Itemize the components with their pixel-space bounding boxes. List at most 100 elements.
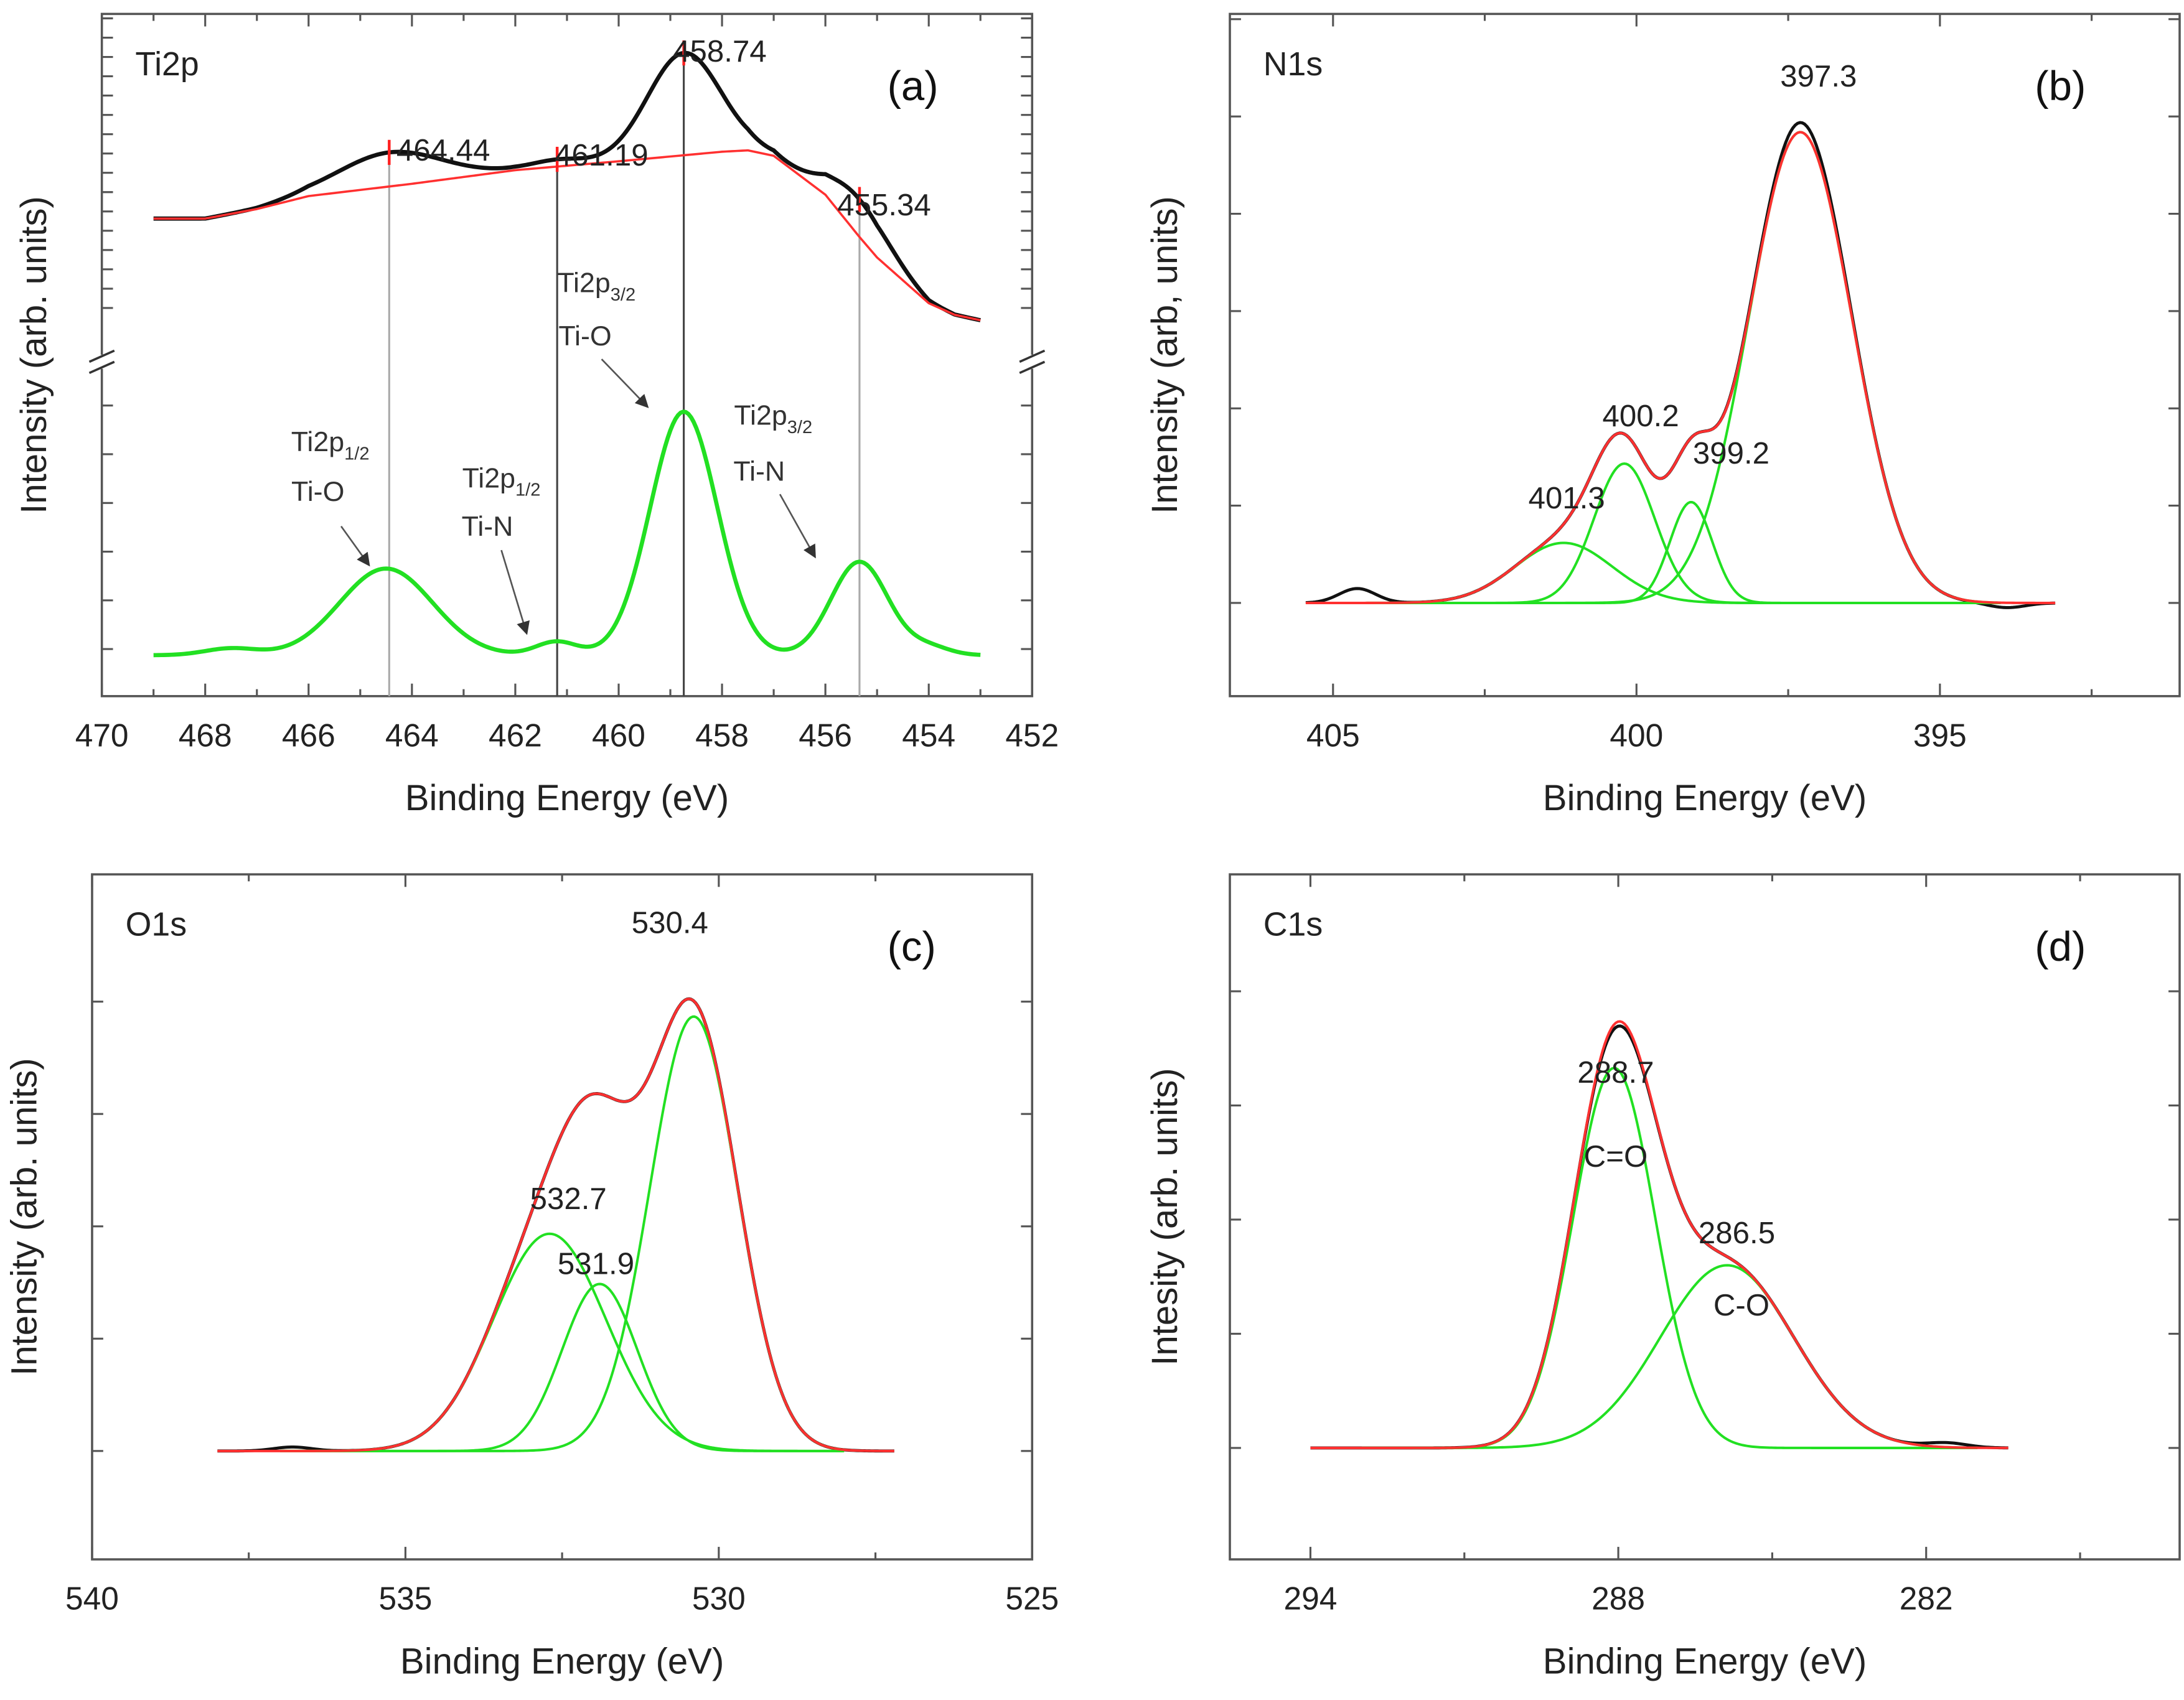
axis-break-mark — [88, 349, 115, 363]
panel-b: 405 400 395 Binding Energy (eV) Intensity (a… — [1145, 12, 2181, 818]
peak-annotation: 288.7 — [1577, 1055, 1654, 1090]
plot-frame — [91, 873, 1034, 1561]
annotation-text: 401.3 — [1529, 481, 1605, 515]
panel-title: N1s — [1263, 45, 1323, 83]
plot-frame — [1229, 12, 2181, 698]
x-tick-label: 400 — [1610, 717, 1663, 753]
component-peak-line — [1363, 462, 2001, 604]
panel-c: 540 535 530 525 Binding Energy (eV) Intensity… — [4, 873, 1059, 1681]
component-peak-line — [1363, 541, 2001, 604]
y-axis-label: Intensity (arb, units) — [1145, 196, 1185, 514]
annotation-text: 461.19 — [555, 138, 649, 172]
axis-break-mark — [1019, 349, 1046, 363]
fit-envelope-line — [1305, 131, 2056, 604]
y-axis-label: Intesity (arb. units) — [1145, 1068, 1185, 1365]
x-tick-label: 464 — [385, 717, 439, 753]
annotation-text: Ti2p — [734, 399, 787, 431]
panel-letter: (b) — [2035, 63, 2086, 110]
annotation-text: C=O — [1584, 1139, 1648, 1174]
component-peak-line — [280, 1015, 845, 1452]
peak-annotation: Ti-N — [733, 455, 785, 487]
annotation-subscript: 1/2 — [344, 444, 369, 464]
annotation-subscript: 3/2 — [611, 285, 635, 305]
raw-spectrum-line — [153, 50, 981, 322]
annotation-text: 399.2 — [1693, 436, 1769, 470]
background-line — [153, 149, 981, 322]
peak-annotation: Ti-O — [558, 320, 611, 352]
peak-annotation: Ti2p3/2 — [734, 399, 812, 437]
annotation-text: C-O — [1713, 1288, 1769, 1322]
x-tick-label: 470 — [75, 717, 129, 753]
x-tick-label: 530 — [692, 1581, 746, 1617]
annotation-text: Ti-N — [462, 511, 513, 542]
x-tick-label: 288 — [1591, 1581, 1645, 1617]
x-tick-label: 282 — [1900, 1581, 1953, 1617]
peak-annotation: 455.34 — [837, 188, 931, 222]
peak-annotation: 531.9 — [558, 1246, 634, 1281]
x-axis-label: Binding Energy (eV) — [400, 1641, 724, 1681]
axis-break-mark — [1019, 360, 1046, 374]
x-axis-label: Binding Energy (eV) — [405, 778, 729, 818]
x-tick-label: 468 — [179, 717, 232, 753]
x-tick-label: 458 — [695, 717, 749, 753]
x-tick-label: 395 — [1913, 717, 1967, 753]
plot-frame — [100, 12, 1034, 698]
peak-annotation: 532.7 — [530, 1182, 607, 1216]
x-tick-label: 535 — [378, 1581, 432, 1617]
peak-annotation: 400.2 — [1603, 399, 1679, 433]
peak-annotation: Ti2p1/2 — [291, 426, 370, 464]
annotation-arrow — [500, 549, 530, 635]
raw-data-line — [1305, 121, 2056, 609]
annotation-text: 397.3 — [1780, 59, 1857, 93]
annotation-text: 286.5 — [1699, 1216, 1775, 1250]
x-tick-label: 460 — [592, 717, 645, 753]
component-peak-line — [280, 1282, 845, 1452]
x-tick-label: 540 — [65, 1581, 119, 1617]
panel-title: O1s — [126, 906, 187, 943]
component-peak-line — [1361, 1067, 1978, 1449]
peak-annotation: Ti2p1/2 — [462, 462, 541, 500]
annotation-text: 530.4 — [632, 905, 708, 940]
fit-envelope-line — [1310, 1020, 2008, 1449]
panel-d: 294 288 282 Binding Energy (eV) Intesity (ar… — [1145, 873, 2181, 1681]
plot-frame — [1229, 873, 2181, 1561]
annotation-text: 464.44 — [396, 133, 490, 167]
peak-annotation: C-O — [1713, 1288, 1769, 1322]
panel-letter: (c) — [888, 923, 936, 970]
peak-annotation: C=O — [1584, 1139, 1648, 1174]
axis-break-mark — [88, 360, 115, 374]
annotation-subscript: 3/2 — [787, 418, 812, 437]
annotation-text: 288.7 — [1577, 1055, 1654, 1090]
annotation-text: 455.34 — [837, 188, 931, 222]
annotation-text: 400.2 — [1603, 399, 1679, 433]
raw-data-line — [217, 997, 894, 1453]
annotation-text: Ti-N — [733, 455, 785, 487]
annotation-text: 531.9 — [558, 1246, 634, 1281]
x-tick-label: 454 — [902, 717, 955, 753]
annotation-text: 532.7 — [530, 1182, 607, 1216]
deconvoluted-line — [153, 409, 981, 658]
peak-annotation: 464.44 — [396, 133, 490, 167]
annotation-text: Ti-O — [558, 320, 611, 352]
annotation-subscript: 1/2 — [515, 480, 540, 500]
annotation-text: Ti-O — [291, 476, 344, 507]
x-tick-label: 466 — [282, 717, 335, 753]
peak-annotation: 458.74 — [673, 34, 767, 68]
y-axis-label: Intensity (arb. units) — [14, 196, 54, 514]
peak-annotation: 401.3 — [1529, 481, 1605, 515]
annotation-text: Ti2p — [291, 426, 344, 457]
x-axis-label: Binding Energy (eV) — [1543, 1641, 1867, 1681]
peak-annotation: 399.2 — [1693, 436, 1769, 470]
x-tick-label: 452 — [1005, 717, 1059, 753]
component-peak-line — [1363, 500, 2001, 604]
peak-annotation: Ti-O — [291, 476, 344, 507]
peak-annotation: Ti2p3/2 — [557, 268, 635, 305]
annotation-text: Ti2p — [557, 268, 610, 299]
annotation-arrow — [340, 525, 370, 567]
annotation-text: Ti2p — [462, 462, 515, 493]
x-axis-label: Binding Energy (eV) — [1543, 778, 1867, 818]
y-axis-label: Intensity (arb. units) — [4, 1058, 44, 1376]
peak-annotation: 461.19 — [555, 138, 649, 172]
peak-annotation: 286.5 — [1699, 1216, 1775, 1250]
